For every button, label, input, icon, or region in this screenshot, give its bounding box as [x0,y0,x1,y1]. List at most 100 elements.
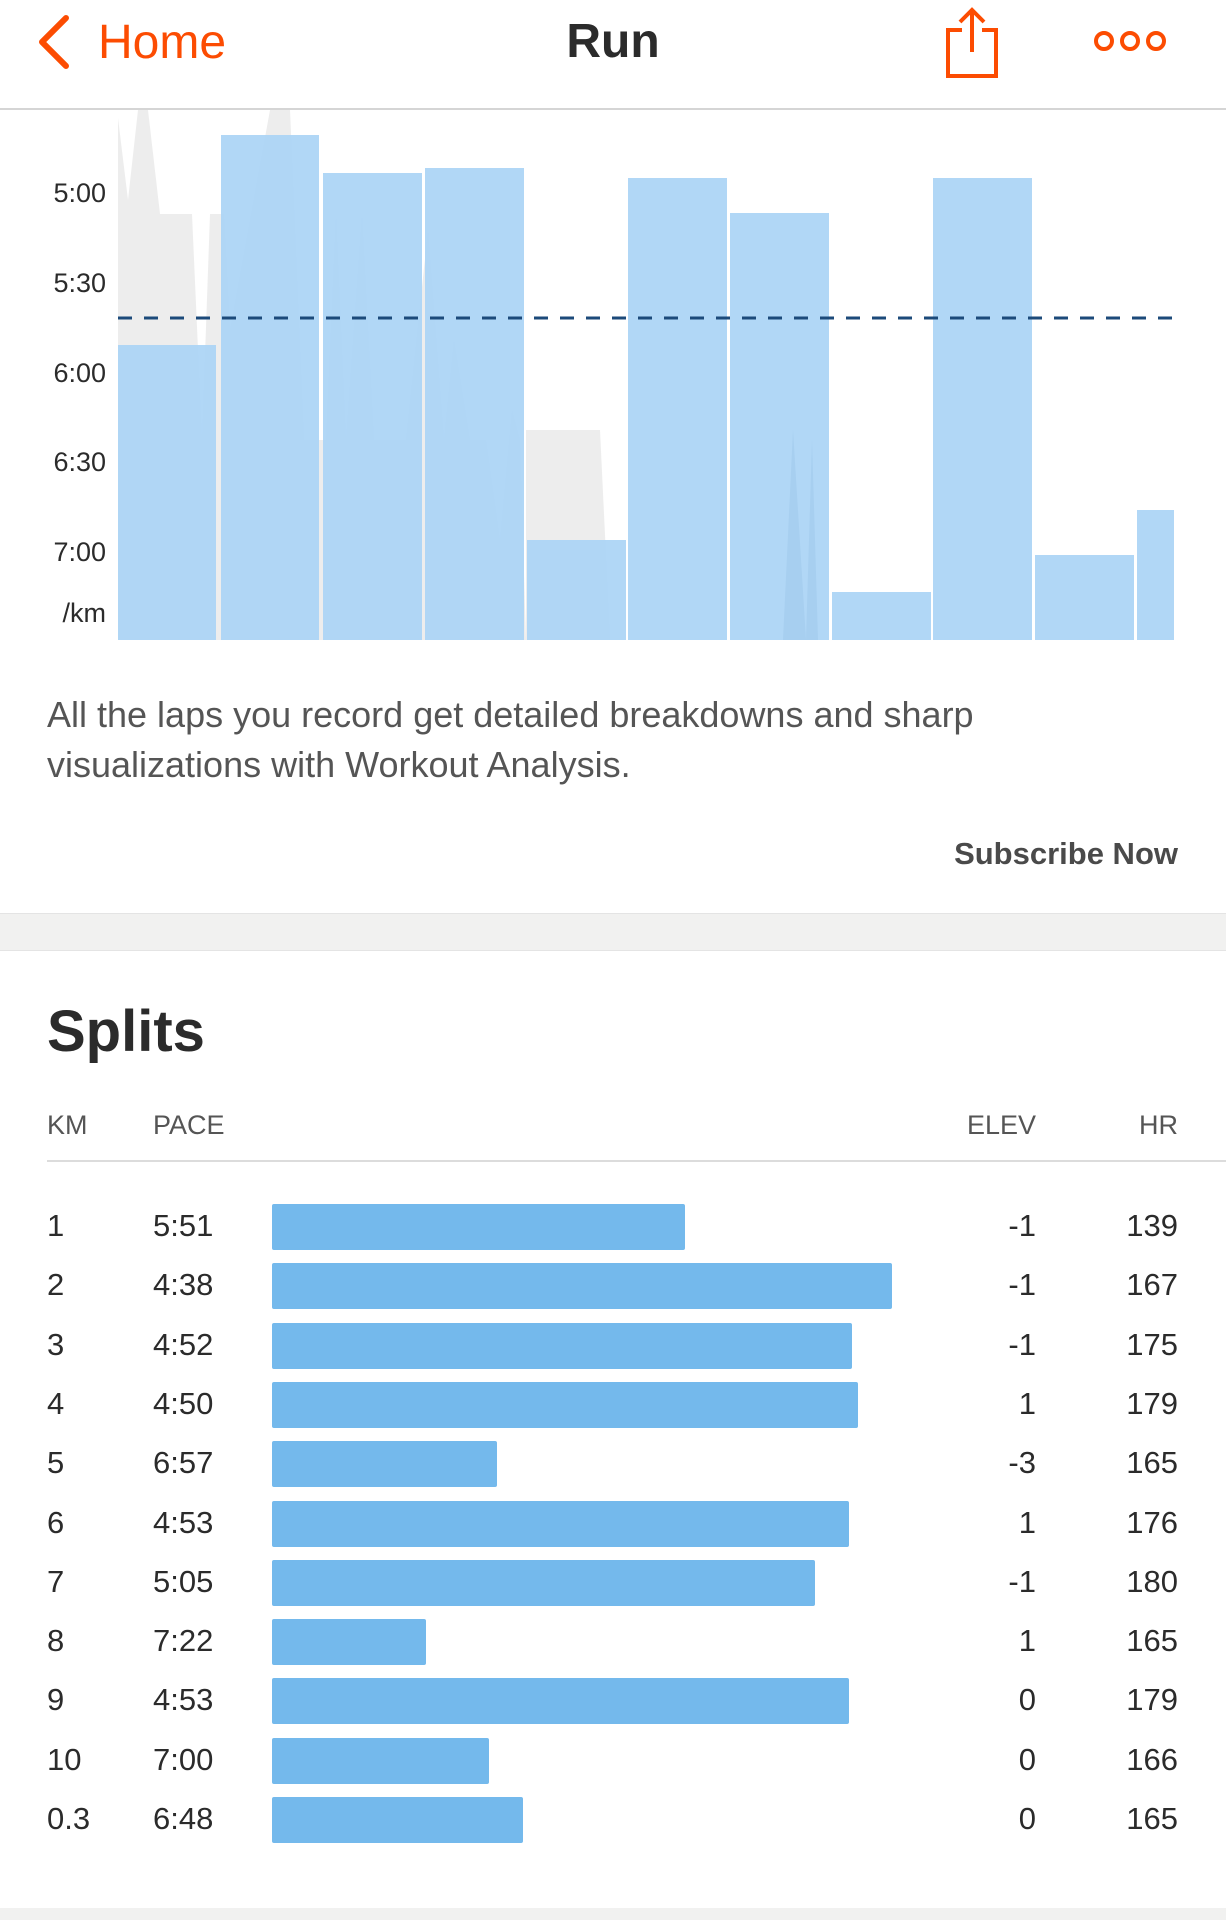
split-pace: 6:57 [153,1445,214,1481]
split-hr: 180 [1126,1563,1178,1599]
lap-chart-graphic [118,110,1176,640]
section-divider [0,913,1226,951]
header-divider [47,1160,1226,1162]
split-row: 8 7:22 1 165 [0,1615,1226,1674]
split-hr: 167 [1126,1267,1178,1303]
split-km: 10 [47,1741,82,1777]
split-hr: 165 [1126,1623,1178,1659]
lap-pace-chart: 5:00 5:30 6:00 6:30 7:00 /km [0,110,1226,650]
split-pace: 4:53 [153,1682,214,1718]
split-elev: -1 [1008,1563,1036,1599]
split-km: 8 [47,1623,65,1659]
split-row: 6 4:53 1 176 [0,1497,1226,1556]
y-tick-label: 7:00 [53,537,106,567]
split-hr: 165 [1126,1801,1178,1836]
split-pace-bar [272,1204,685,1250]
split-row: 4 4:50 1 179 [0,1378,1226,1437]
split-pace: 6:48 [153,1801,214,1836]
split-pace: 7:00 [153,1741,214,1777]
split-elev: -3 [1008,1445,1036,1481]
split-km: 4 [47,1385,65,1421]
split-pace-bar [272,1737,489,1784]
split-pace: 5:05 [153,1563,214,1599]
split-km: 9 [47,1682,65,1718]
split-elev: 0 [1018,1682,1036,1718]
section-divider [0,1908,1226,1920]
split-km: 3 [47,1326,65,1362]
split-pace: 4:52 [153,1326,214,1362]
y-tick-label: 6:00 [53,358,106,388]
lap-bar [221,135,319,640]
unit-label: /km [62,598,107,628]
split-elev: -1 [1008,1326,1036,1362]
split-pace-bar [272,1797,523,1843]
split-km: 1 [47,1208,65,1243]
split-row: 2 4:38 -1 167 [0,1259,1226,1318]
split-hr: 165 [1126,1445,1178,1481]
y-tick-label: 5:00 [53,178,106,208]
split-pace-bar [272,1619,426,1666]
y-tick-label: 6:30 [53,447,106,477]
split-km: 7 [47,1563,65,1599]
split-pace: 5:51 [153,1208,214,1243]
pace-trace-area [118,110,526,640]
split-pace-bar [272,1322,852,1369]
split-km: 6 [47,1504,65,1540]
chevron-left-icon [39,15,69,69]
column-header-km: KM [47,1110,88,1140]
split-hr: 139 [1126,1208,1178,1243]
column-header-pace: PACE [153,1110,225,1140]
lap-bar [527,540,626,640]
split-km: 0.3 [47,1801,91,1836]
split-elev: -1 [1008,1267,1036,1303]
split-pace-bar [272,1441,497,1488]
split-pace: 7:22 [153,1623,214,1659]
split-hr: 176 [1126,1504,1178,1540]
split-row: 10 7:00 0 166 [0,1734,1226,1793]
split-pace-bar [272,1381,858,1428]
section-title: Splits [47,999,205,1064]
pace-trace-overlay [783,430,818,640]
share-icon[interactable] [944,6,1000,80]
nav-header: Home Run [0,0,1226,110]
lap-bar [730,213,829,640]
column-header-hr: HR [1139,1110,1178,1140]
split-hr: 175 [1126,1326,1178,1362]
split-row: 5 6:57 -3 165 [0,1437,1226,1496]
more-icon[interactable] [1092,26,1168,56]
split-pace-bar [272,1500,849,1547]
split-elev: 0 [1018,1741,1036,1777]
lap-bar [628,178,727,640]
lap-bar [1035,555,1134,640]
split-hr: 179 [1126,1385,1178,1421]
back-label: Home [98,15,227,69]
split-hr: 166 [1126,1741,1178,1777]
split-row: 3 4:52 -1 175 [0,1319,1226,1378]
lap-bar [933,178,1032,640]
split-elev: -1 [1008,1208,1036,1243]
split-row: 1 5:51 -1 139 [0,1200,1226,1259]
split-row: 0.3 6:48 0 165 [0,1793,1226,1852]
split-km: 2 [47,1267,65,1303]
lap-bar [323,173,422,640]
split-pace: 4:53 [153,1504,214,1540]
split-elev: 1 [1018,1623,1036,1659]
lap-bar [118,345,216,640]
lap-bar [425,168,524,640]
lap-bar [1137,510,1174,640]
split-pace-bar [272,1263,892,1310]
split-row: 9 4:53 0 179 [0,1674,1226,1733]
back-button[interactable]: Home [36,12,226,72]
split-elev: 1 [1018,1385,1036,1421]
page-title: Run [566,15,660,68]
split-pace-bar [272,1559,815,1606]
split-hr: 179 [1126,1682,1178,1718]
y-tick-label: 5:30 [53,268,106,298]
promo-text: All the laps you record get detailed bre… [47,694,974,785]
split-elev: 1 [1018,1504,1036,1540]
lap-bar [832,592,931,640]
split-pace: 4:38 [153,1267,214,1303]
subscribe-now-link[interactable]: Subscribe Now [954,836,1178,871]
split-pace: 4:50 [153,1385,214,1421]
split-row: 7 5:05 -1 180 [0,1556,1226,1615]
